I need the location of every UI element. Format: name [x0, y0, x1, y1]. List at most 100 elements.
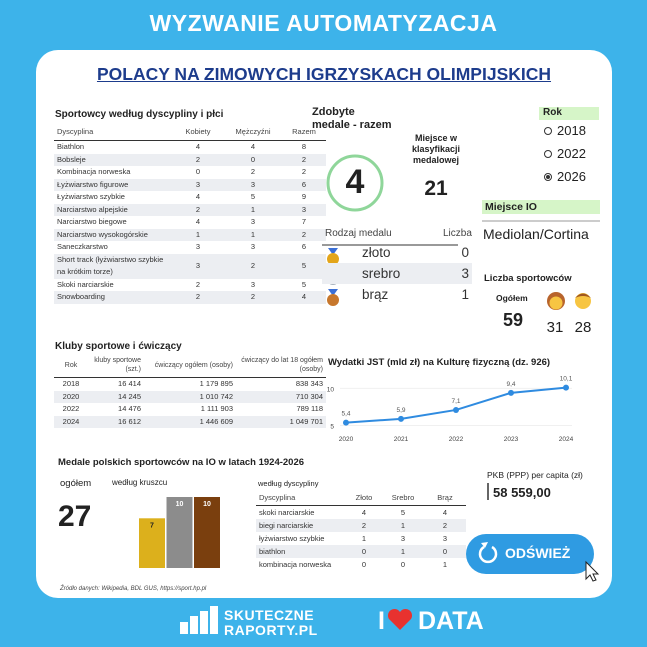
table-row: Łyżwiarstwo szybkie 4 5 9 [54, 191, 326, 204]
table-cell: 2024 [54, 415, 88, 428]
column-header: Rodzaj medalu [325, 228, 392, 239]
table-cell: 5 [301, 279, 307, 289]
table-row: 2022 14 476 1 111 903 789 118 [54, 403, 326, 416]
venue-label: Miejsce IO [485, 201, 537, 213]
table-cell: 1 [461, 287, 469, 302]
table-cell: 0 [346, 545, 382, 558]
table-cell: 5 [250, 192, 256, 201]
column-header: Rok [54, 356, 88, 378]
table-row: Bobsleje 2 0 2 [54, 153, 326, 166]
table-row: 2020 14 245 1 010 742 710 304 [54, 390, 326, 403]
table-cell: Skoki narciarskie [57, 279, 114, 289]
table-cell: Łyżwiarstwo szybkie [57, 192, 125, 201]
table-title: Kluby sportowe i ćwiczący [55, 341, 182, 352]
table-cell: 3 [250, 217, 256, 226]
kpi-value: 58 559,00 [493, 485, 551, 500]
table-cell: 2020 [54, 390, 88, 403]
data-label: 7 [150, 522, 154, 529]
medal-discipline-table: Dyscyplina Złoto Srebro Brąz skoki narciarsk… [256, 490, 466, 571]
radio-dot [546, 175, 550, 179]
y-tick-label: 10 [327, 386, 335, 393]
table-row: Łyżwiarstwo figurowe 3 3 6 [54, 178, 326, 191]
table-cell: 3 [172, 253, 224, 279]
section-title: Medale polskich sportowców na IO w latac… [58, 457, 305, 468]
table-cell: 2 [250, 167, 256, 176]
x-tick-label: 2024 [559, 436, 574, 443]
table-cell: Narciarstwo alpejskie [54, 203, 172, 216]
table-cell: 4 [250, 142, 256, 151]
table-cell: 2 [424, 519, 466, 532]
table-title: według dyscypliny [258, 479, 319, 488]
table-row: Biathlon 4 4 8 [54, 141, 326, 154]
table-cell: kombinacja norweska [259, 560, 332, 569]
table-cell: Bobsleje [54, 153, 172, 166]
table-cell: brąz [362, 287, 389, 302]
data-label: 10,1 [560, 376, 573, 383]
table-cell: Saneczkarstwo [57, 242, 108, 251]
table-cell: Kombinacja norweska [57, 167, 131, 176]
medal-ring [326, 154, 384, 212]
table-cell: 710 304 [236, 390, 326, 403]
table-cell: 6 [282, 178, 326, 191]
column-header: Złoto [346, 490, 382, 506]
logo-text: SKUTECZNE [224, 607, 315, 623]
table-cell: 5 [282, 253, 326, 279]
table-cell: 2 [224, 253, 282, 279]
table-cell: Narciarstwo wysokogórskie [54, 228, 172, 241]
radio[interactable] [544, 127, 552, 135]
radio[interactable] [544, 150, 552, 158]
table-cell: złoto [362, 245, 391, 260]
table-cell: 1 [224, 228, 282, 241]
table-cell: 0 [400, 560, 406, 569]
table-cell: 3 [224, 178, 282, 191]
table-row: biegi narciarskie 2 1 2 [256, 519, 466, 532]
table-cell: 3 [172, 178, 224, 191]
point [453, 406, 459, 413]
medals-title: Zdobyte medale - razem [312, 106, 392, 131]
table-cell: 8 [301, 142, 307, 151]
x-tick-label: 2020 [339, 436, 354, 443]
table-cell: 0 [224, 153, 282, 166]
table-row: Short track (łyżwiarstwo szybkie na krót… [54, 253, 326, 279]
x-tick-label: 2023 [504, 436, 519, 443]
table-cell: 2 [282, 153, 326, 166]
table-cell: 3 [195, 242, 201, 251]
table-cell: 4 [195, 142, 201, 151]
column-header: ćwiczący do lat 18 ogółem (osoby) [236, 356, 326, 378]
dashboard-title: POLACY NA ZIMOWYCH IGRZYSKACH OLIMPIJSKI… [96, 64, 552, 84]
table-cell: 4 [442, 508, 448, 517]
table-cell: Narciarstwo biegowe [57, 217, 127, 226]
data-label: 7,1 [451, 398, 460, 405]
table-cell: 0 [195, 167, 201, 176]
chart-title: według kruszcu [112, 478, 168, 487]
table-cell: 9 [301, 192, 307, 201]
refresh-button-shape [466, 534, 600, 582]
table-row: biathlon 0 1 0 [256, 545, 466, 558]
table-cell: 3 [440, 263, 472, 284]
table-row: Skoki narciarskie 2 3 5 [54, 279, 326, 292]
table-cell: 2 [282, 228, 326, 241]
table-cell: 14 476 [118, 404, 141, 413]
data-label: 10 [176, 501, 184, 508]
table-row: Narciarstwo biegowe 4 3 7 [54, 216, 326, 229]
logo-icon [180, 606, 218, 634]
page-title: WYZWANIE AUTOMATYZACJA [149, 10, 498, 36]
table-cell: srebro [322, 263, 440, 284]
count-total: 59 [502, 310, 524, 330]
table-row: Snowboarding 2 2 4 [54, 291, 326, 304]
rank-value: 21 [424, 177, 448, 200]
point [508, 389, 514, 396]
slogan: I [378, 607, 385, 635]
data-label: 9,4 [506, 381, 515, 388]
table-cell: 16 414 [118, 379, 141, 388]
slicer-option[interactable]: 2022 [557, 146, 586, 161]
table-row: 2018 16 414 1 179 895 838 343 [54, 378, 326, 391]
table-row: brąz 1 [322, 284, 472, 305]
table-cell: 3 [400, 534, 406, 543]
logo-text: RAPORTY.PL [224, 622, 318, 638]
slicer-option[interactable]: 2018 [557, 123, 586, 138]
slicer-option[interactable]: 2026 [557, 169, 586, 184]
refresh-button[interactable]: ODŚWIEŻ [505, 545, 571, 561]
chart-title: Wydatki JST (mld zł) na Kulturę fizyczną… [328, 357, 551, 368]
card [36, 50, 612, 598]
